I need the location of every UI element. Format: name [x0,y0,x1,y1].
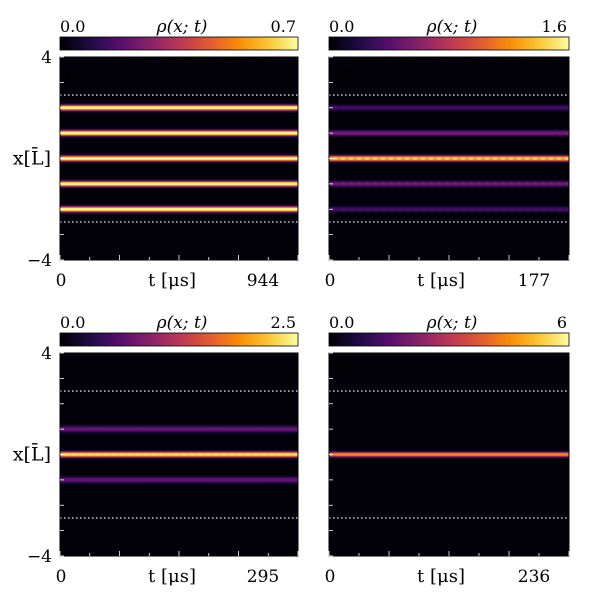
y-tick-top: 4 [41,48,52,68]
colorbar-title: ρ(x; t) [426,17,478,37]
density-band [329,203,569,216]
colorbar-min-label: 0.0 [329,17,354,36]
density-band [60,177,298,190]
x-tick-start: 0 [56,567,67,587]
colorbar-max-label: 6 [557,313,567,332]
panel-label: (c) [64,359,88,380]
x-axis-label: t [μs] [148,566,196,587]
x-tick-max: 944 [247,271,279,291]
panel-label: (d) [333,359,359,380]
ticks [59,352,299,557]
panel-label: (b) [333,63,359,84]
panel-b: 0.0 1.6 ρ(x; t) (b) 0 177 t [μs] [325,17,570,291]
ticks [328,56,570,261]
panel-a: 0.0 0.7 ρ(x; t) (a) 0 944 t [μs] 4 −4 x[L̄] [13,17,299,291]
density-band [60,127,298,140]
density-band [329,127,569,140]
x-tick-max: 236 [518,567,550,587]
x-tick-start: 0 [56,271,67,291]
density-band [329,449,569,460]
panel-c: 0.0 2.5 ρ(x; t) (c) 0 295 t [μs] 4 −4 x[L̄] [13,313,299,587]
y-axis-label: x[L̄] [13,146,51,169]
x-axis-label: t [μs] [417,566,465,587]
colorbar-max-label: 2.5 [271,313,296,332]
colorbar-min-label: 0.0 [60,17,85,36]
panel-d: 0.0 6 ρ(x; t) (d) 0 236 t [μs] [325,313,570,587]
density-band [329,101,569,114]
x-axis-label: t [μs] [148,270,196,291]
colorbar-max-label: 0.7 [271,17,296,36]
colorbar [59,332,299,347]
density-band [60,448,298,461]
density-band [60,473,298,487]
y-tick-bottom: −4 [27,547,52,567]
colorbar-title: ρ(x; t) [426,313,478,333]
x-tick-max: 295 [247,567,279,587]
y-axis-label: x[L̄] [13,442,51,465]
colorbar-min-label: 0.0 [60,313,85,332]
colorbar-max-label: 1.6 [542,17,567,36]
ticks [59,56,299,261]
colorbar-min-label: 0.0 [329,313,354,332]
y-tick-bottom: −4 [27,251,52,271]
colorbar [328,332,570,347]
x-tick-start: 0 [325,567,336,587]
density-band [329,152,569,165]
x-tick-max: 177 [518,271,550,291]
density-band [60,422,298,436]
x-tick-start: 0 [325,271,336,291]
colorbar-title: ρ(x; t) [156,313,208,333]
density-band [60,203,298,216]
density-band [329,177,569,190]
colorbar-title: ρ(x; t) [156,17,208,37]
density-band [60,101,298,114]
ticks [328,352,570,557]
y-tick-top: 4 [41,344,52,364]
panel-label: (a) [64,63,89,84]
colorbar [59,36,299,51]
colorbar [328,36,570,51]
density-band [60,152,298,165]
x-axis-label: t [μs] [417,270,465,291]
